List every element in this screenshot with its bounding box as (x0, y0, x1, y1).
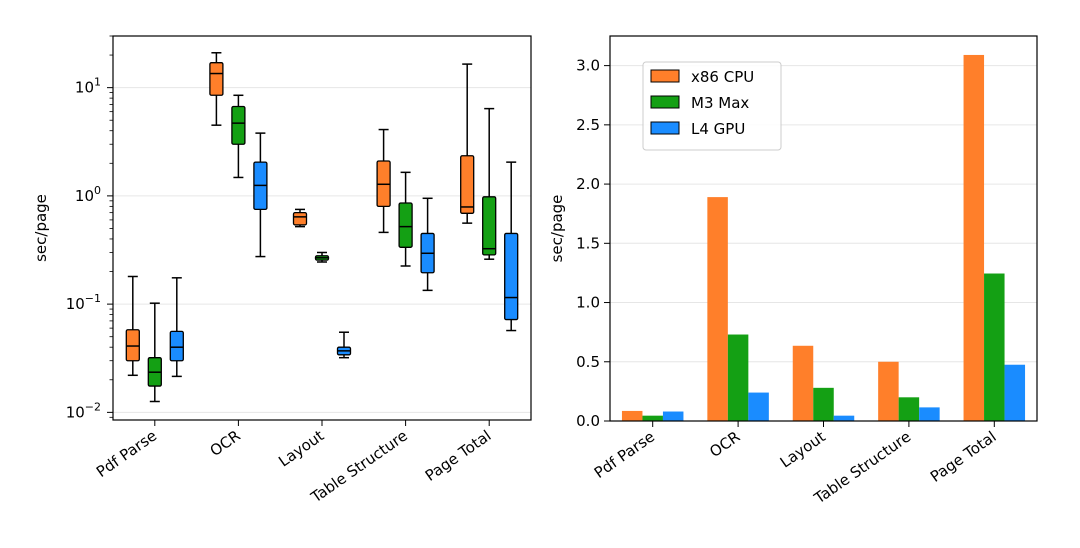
x-tick-label: Layout (777, 427, 829, 471)
x-tick-label: Pdf Parse (93, 427, 160, 482)
x-tick-label: Page Total (422, 427, 495, 485)
bar-chart-panel: 0.0 0.5 1.0 1.5 2.0 2.5 3.0 sec/page Pdf Parse OC… (548, 35, 1038, 508)
box-0-2 (169, 277, 184, 378)
bar-2-1 (813, 387, 834, 421)
bar-3-2 (919, 407, 940, 421)
legend: x86 CPU M3 Max L4 GPU (642, 61, 782, 151)
legend-swatch (650, 95, 680, 109)
bar-1-1 (727, 334, 749, 421)
x-tick-label: Page Total (927, 428, 1000, 486)
bar-3-0 (878, 361, 899, 421)
bar-2-0 (792, 345, 814, 421)
y-tick-label: 3.0 (576, 57, 600, 75)
y-tick-label: 101 (75, 76, 101, 97)
legend-swatch (650, 121, 680, 135)
y-tick-label: 1.5 (576, 234, 600, 252)
box-0-0 (125, 275, 140, 377)
box-iqr (482, 196, 497, 256)
y-tick-label: 2.0 (576, 175, 600, 193)
box-4-2 (504, 161, 519, 332)
y-tick-label: 0.0 (576, 412, 600, 430)
y-tick-label: 10−2 (66, 400, 101, 421)
y-tick-label: 10−1 (66, 292, 101, 313)
bar-3-1 (898, 397, 920, 421)
y-axis-title: sec/page (548, 195, 566, 263)
legend-label: x86 CPU (691, 68, 754, 86)
box-2-1 (314, 251, 330, 263)
plot-frame (609, 35, 1038, 422)
boxplot-panel: 10−2 10−1 100 101 sec/page Pdf Parse OCR Layout… (32, 35, 532, 507)
bar-0-2 (662, 411, 684, 421)
box-3-0 (376, 128, 391, 234)
box-iqr (292, 211, 308, 226)
box-iqr (504, 232, 519, 321)
box-3-1 (398, 171, 413, 267)
box-iqr (125, 329, 140, 362)
legend-swatch (650, 69, 680, 83)
bar-4-2 (1004, 364, 1026, 421)
box-2-0 (292, 208, 308, 228)
box-1-2 (253, 132, 268, 258)
box-1-0 (209, 52, 224, 126)
bar-0-1 (642, 415, 663, 421)
x-tick-label: OCR (207, 427, 244, 461)
y-tick-label: 2.5 (576, 116, 600, 134)
box-2-2 (336, 331, 352, 359)
box-4-0 (460, 63, 475, 224)
bar-4-1 (984, 273, 1005, 421)
y-tick-label: 0.5 (576, 353, 600, 371)
y-tick-label: 1.0 (576, 294, 600, 312)
x-tick-label: Layout (275, 426, 327, 470)
bar-0-0 (621, 410, 643, 421)
legend-label: M3 Max (691, 94, 749, 112)
box-iqr (169, 330, 184, 362)
box-iqr (231, 105, 246, 145)
box-4-1 (482, 107, 497, 260)
legend-label: L4 GPU (691, 120, 745, 138)
box-iqr (398, 202, 413, 248)
x-tick-label: OCR (706, 428, 743, 462)
bar-1-0 (707, 197, 728, 421)
bar-2-2 (833, 415, 855, 421)
box-iqr (460, 155, 475, 214)
y-tick-label: 100 (75, 184, 101, 205)
bar-4-0 (963, 54, 985, 421)
box-0-1 (147, 302, 162, 403)
y-axis-title: sec/page (32, 194, 50, 262)
box-1-1 (231, 94, 246, 179)
plot-frame (112, 35, 532, 421)
box-3-2 (420, 197, 435, 292)
bar-1-2 (748, 392, 769, 421)
x-tick-label: Pdf Parse (591, 428, 658, 483)
box-iqr (209, 62, 224, 96)
